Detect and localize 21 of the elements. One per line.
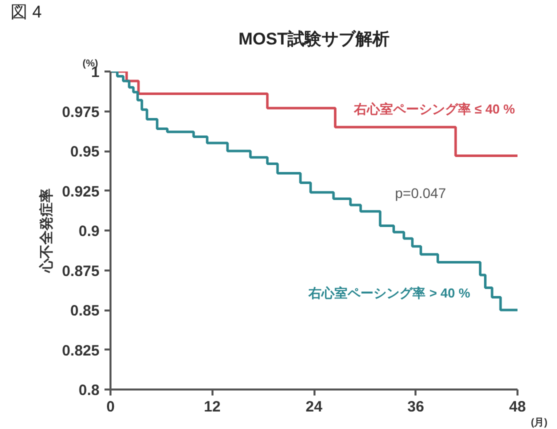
x-tick-label: 12 — [204, 398, 221, 416]
series-label: 右心室ペーシング率 ≤ 40 % — [352, 101, 516, 116]
x-tick-label: 48 — [509, 398, 526, 416]
y-tick-label: 0.95 — [70, 144, 100, 160]
y-axis-title: 心不全発症率 — [38, 188, 54, 274]
y-tick-label: 0.85 — [70, 302, 100, 320]
y-tick-label: 0.875 — [62, 262, 100, 280]
series-label: 右心室ペーシング率 > 40 % — [308, 286, 471, 301]
y-tick-label: 0.975 — [62, 104, 100, 121]
caption: 図 4 — [10, 2, 42, 22]
text: (%) — [82, 58, 98, 70]
x-tick-label: 0 — [106, 398, 115, 416]
y-tick-label: 0.825 — [62, 342, 100, 360]
y-tick-label: 0.9 — [78, 223, 100, 240]
chart-title: MOST試験サブ解析 — [238, 30, 390, 48]
x-tick-label: 36 — [407, 398, 424, 416]
y-tick-label: 0.8 — [78, 382, 100, 399]
x-axis-title: (月) — [530, 418, 548, 428]
y-tick-label: 0.925 — [62, 183, 100, 200]
annotation: p=0.047 — [395, 185, 446, 202]
x-tick-label: 24 — [306, 398, 323, 416]
